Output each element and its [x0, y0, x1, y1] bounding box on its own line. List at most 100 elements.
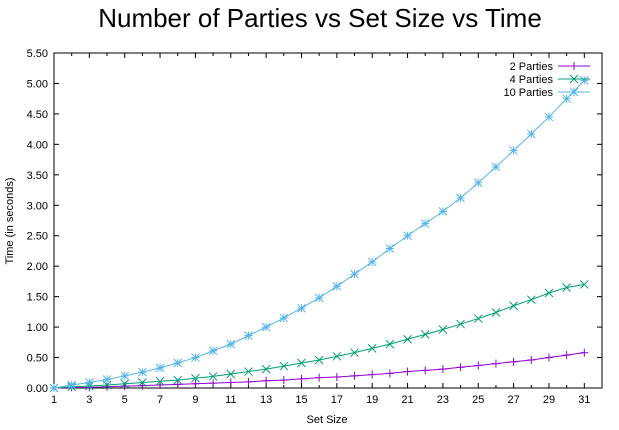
x-tick-label: 23 [437, 394, 449, 406]
data-point-10-parties [385, 244, 395, 253]
data-point-10-parties [191, 353, 200, 362]
data-point-2-parties [103, 382, 112, 391]
y-tick-label: 1.50 [27, 292, 48, 304]
chart-title: Number of Parties vs Set Size vs Time [98, 3, 542, 33]
data-point-2-parties [173, 380, 182, 389]
data-point-2-parties [315, 373, 324, 382]
data-point-10-parties [456, 193, 465, 203]
data-point-2-parties [209, 379, 218, 388]
data-point-10-parties [420, 219, 430, 228]
y-tick-label: 4.50 [27, 109, 48, 121]
data-point-10-parties [350, 269, 359, 279]
data-point-2-parties [562, 351, 571, 360]
y-tick-label: 3.00 [27, 200, 48, 212]
data-point-4-parties [473, 314, 483, 323]
x-tick-label: 15 [295, 394, 307, 406]
data-point-10-parties [562, 94, 571, 104]
x-tick-label: 19 [366, 394, 378, 406]
x-tick-label: 1 [51, 394, 57, 406]
data-point-4-parties [332, 351, 342, 361]
y-tick-label: 5.50 [27, 48, 48, 60]
data-point-4-parties [509, 301, 518, 311]
x-tick-label: 17 [331, 394, 343, 406]
data-point-10-parties [173, 358, 183, 368]
data-point-4-parties [297, 358, 306, 368]
data-point-10-parties [155, 363, 165, 373]
data-point-2-parties [297, 374, 306, 383]
data-point-4-parties [191, 373, 200, 383]
data-point-2-parties [544, 353, 553, 362]
y-tick-label: 3.50 [27, 170, 48, 182]
data-point-4-parties [314, 355, 324, 365]
legend-label-2-parties: 2 Parties [510, 61, 554, 73]
data-point-10-parties [403, 231, 412, 241]
y-tick-label: 5.00 [27, 78, 48, 90]
data-point-2-parties [368, 370, 377, 379]
data-point-10-parties [579, 76, 589, 85]
data-point-2-parties [580, 348, 589, 357]
data-point-4-parties [491, 308, 501, 317]
x-ticks: 1 3 5 7 9 11 13 15 17 19 21 23 25 27 29 31 [51, 53, 603, 406]
data-point-10-parties [438, 207, 448, 216]
x-tick-label: 3 [86, 394, 92, 406]
data-point-10-parties [279, 313, 289, 323]
data-point-4-parties [562, 283, 571, 292]
legend-label-10-parties: 10 Parties [503, 87, 553, 99]
data-point-10-parties [138, 367, 147, 377]
data-point-10-parties [526, 129, 536, 139]
data-point-10-parties [85, 378, 94, 387]
y-ticks: 0.00 0.50 1.00 1.50 2.00 2.50 3.00 3.50 4.00 4.50… [27, 48, 602, 395]
data-point-4-parties [438, 325, 448, 334]
data-point-10-parties [244, 331, 253, 340]
data-point-10-parties [544, 112, 554, 122]
x-tick-label: 11 [225, 394, 236, 406]
data-point-4-parties [208, 372, 218, 381]
data-point-4-parties [385, 339, 395, 349]
data-point-2-parties [385, 369, 394, 378]
y-tick-label: 2.00 [27, 261, 48, 273]
x-tick-label: 21 [401, 394, 413, 406]
data-point-10-parties [297, 303, 306, 313]
data-point-2-parties [421, 366, 430, 375]
data-point-4-parties [544, 288, 554, 298]
y-tick-label: 1.00 [27, 322, 48, 334]
x-tick-label: 9 [192, 394, 198, 406]
data-point-2-parties [156, 380, 165, 389]
x-axis-label: Set Size [307, 414, 348, 426]
data-point-4-parties [456, 319, 465, 329]
data-point-10-parties [226, 339, 236, 349]
data-point-10-parties [491, 162, 501, 172]
data-point-10-parties [367, 257, 377, 267]
data-point-4-parties [173, 375, 183, 385]
legend-marker-10-parties [569, 87, 579, 97]
data-point-2-parties [350, 371, 359, 380]
series-line-10-parties [53, 80, 585, 389]
series-layer [49, 76, 589, 393]
data-point-4-parties [350, 348, 359, 358]
data-point-4-parties [138, 378, 147, 387]
data-point-4-parties [120, 379, 130, 389]
legend-marker-2-parties [570, 62, 578, 70]
data-point-10-parties [49, 383, 59, 393]
data-point-2-parties [509, 357, 518, 366]
data-point-4-parties [244, 367, 253, 376]
data-point-2-parties [491, 359, 500, 368]
data-point-4-parties [367, 344, 377, 353]
data-point-4-parties [403, 334, 412, 344]
data-point-4-parties [579, 280, 589, 289]
data-point-10-parties [120, 371, 130, 381]
legend-label-4-parties: 4 Parties [510, 74, 554, 86]
data-point-2-parties [279, 376, 288, 385]
x-tick-label: 27 [507, 394, 519, 406]
data-point-10-parties [473, 178, 483, 188]
axes [53, 52, 603, 389]
y-tick-label: 4.00 [27, 139, 48, 151]
data-point-10-parties [261, 322, 271, 332]
x-tick-label: 7 [157, 394, 163, 406]
data-point-2-parties [527, 355, 536, 364]
x-tick-label: 13 [260, 394, 272, 406]
plot-frame [53, 52, 603, 389]
x-tick-label: 5 [122, 394, 128, 406]
